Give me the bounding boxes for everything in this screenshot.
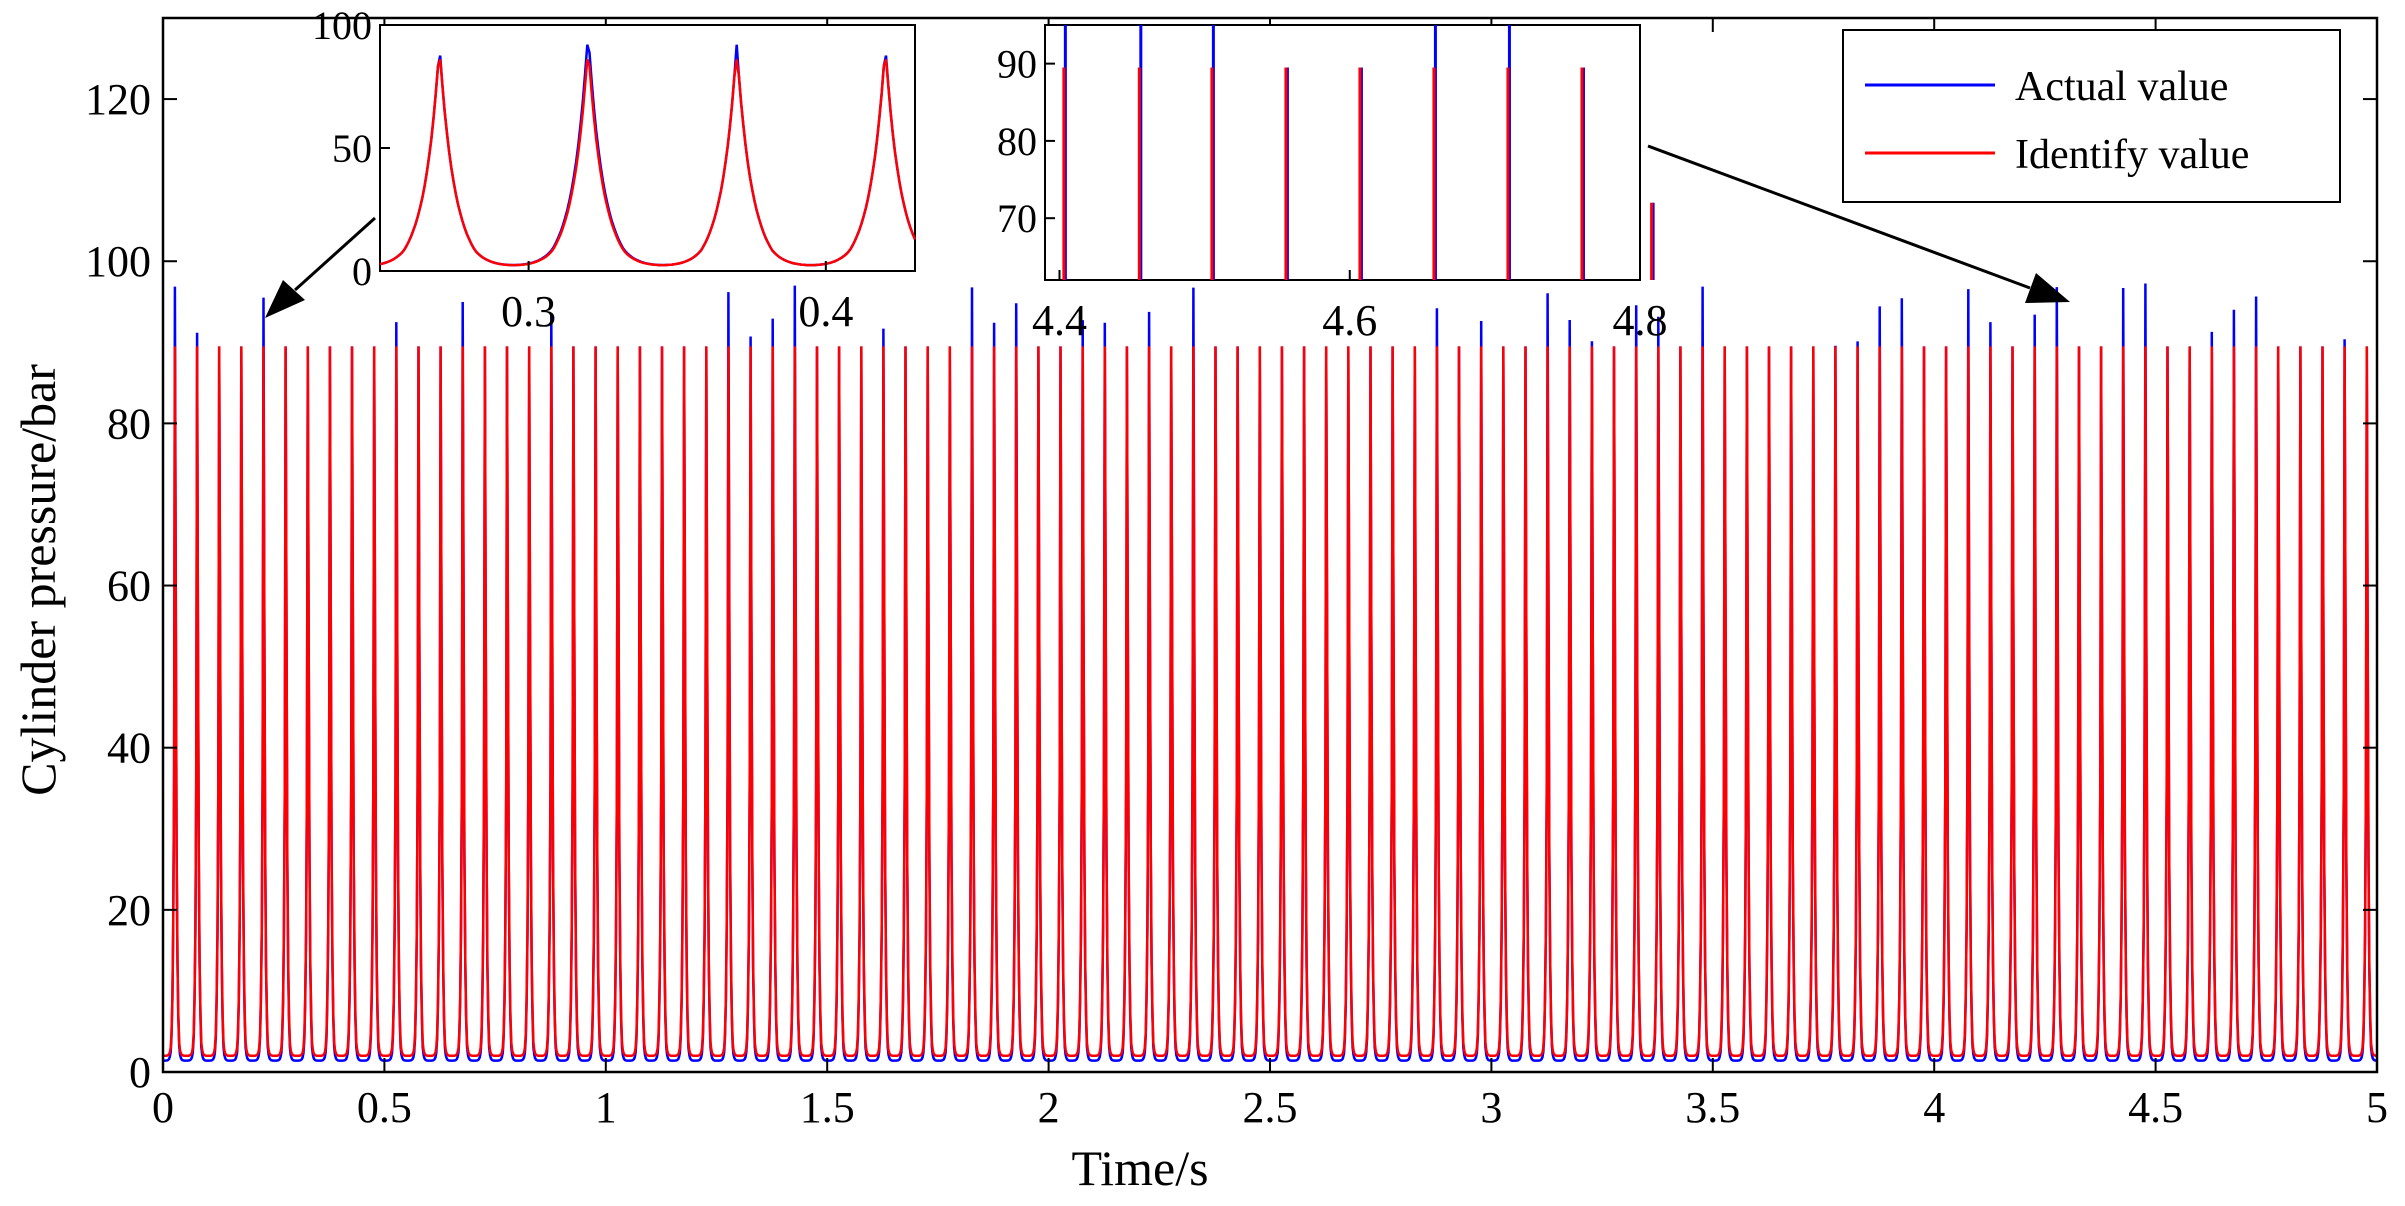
y-tick-label: 0 — [129, 1048, 151, 1097]
x-tick-label: 4 — [1923, 1083, 1945, 1132]
legend: Actual value Identify value — [1842, 29, 2341, 203]
series-identify-line — [163, 346, 2377, 1058]
inset2-y-tick-label: 70 — [997, 196, 1037, 241]
inset2-y-tick-label: 90 — [997, 42, 1037, 87]
arrow-left-head — [265, 280, 305, 318]
legend-box — [1842, 29, 2341, 203]
x-tick-label: 5 — [2366, 1083, 2388, 1132]
x-tick-label: 2 — [1038, 1083, 1060, 1132]
x-tick-label: 1 — [595, 1083, 617, 1132]
inset2-x-tick-label: 4.4 — [1032, 296, 1087, 345]
inset1-tick-group: 0.3 0.4 0 50 100 — [312, 3, 853, 336]
inset2-x-tick-label: 4.8 — [1613, 296, 1668, 345]
inset-zoom-early: 0.3 0.4 0 50 100 — [312, 3, 917, 336]
inset2-x-tick-label: 4.6 — [1322, 296, 1377, 345]
inset2-series-group — [1062, 25, 1655, 280]
y-tick-label: 120 — [85, 75, 151, 124]
inset1-x-tick-label: 0.3 — [501, 287, 556, 336]
x-tick-group: 0 0.5 1 1.5 2 2.5 3 3.5 4 4.5 5 — [152, 18, 2388, 1132]
callout-arrows — [265, 144, 2070, 318]
x-tick-label: 0.5 — [357, 1083, 412, 1132]
x-tick-label: 1.5 — [800, 1083, 855, 1132]
x-tick-label: 3.5 — [1685, 1083, 1740, 1132]
inset2-y-tick-label: 80 — [997, 119, 1037, 164]
y-tick-label: 40 — [107, 724, 151, 773]
legend-label-identify: Identify value — [2015, 132, 2249, 178]
x-tick-label: 0 — [152, 1083, 174, 1132]
y-tick-group: 0 20 40 60 80 100 120 — [85, 75, 2377, 1097]
x-tick-label: 2.5 — [1243, 1083, 1298, 1132]
inset2-frame — [1044, 24, 1641, 281]
legend-label-actual: Actual value — [2015, 64, 2228, 110]
y-tick-label: 60 — [107, 562, 151, 611]
x-axis-title: Time/s — [1071, 1140, 1208, 1196]
inset1-y-tick-label: 50 — [332, 126, 372, 171]
y-tick-label: 80 — [107, 399, 151, 448]
inset1-y-tick-label: 0 — [352, 249, 372, 294]
y-axis-title: Cylinder pressure/bar — [10, 364, 66, 796]
arrow-right-head — [2025, 273, 2070, 303]
arrow-right-line — [1647, 144, 2031, 290]
y-tick-label: 100 — [85, 237, 151, 286]
inset2-tick-group: 4.4 4.6 4.8 70 80 90 — [997, 42, 1668, 345]
x-tick-label: 4.5 — [2128, 1083, 2183, 1132]
y-tick-label: 20 — [107, 886, 151, 935]
inset1-frame — [379, 24, 916, 272]
x-tick-label: 3 — [1480, 1083, 1502, 1132]
inset1-y-tick-label: 100 — [312, 3, 372, 48]
arrow-left-line — [293, 216, 377, 292]
inset-zoom-late: 4.4 4.6 4.8 70 80 90 — [997, 24, 1668, 345]
inset1-x-tick-label: 0.4 — [798, 287, 853, 336]
